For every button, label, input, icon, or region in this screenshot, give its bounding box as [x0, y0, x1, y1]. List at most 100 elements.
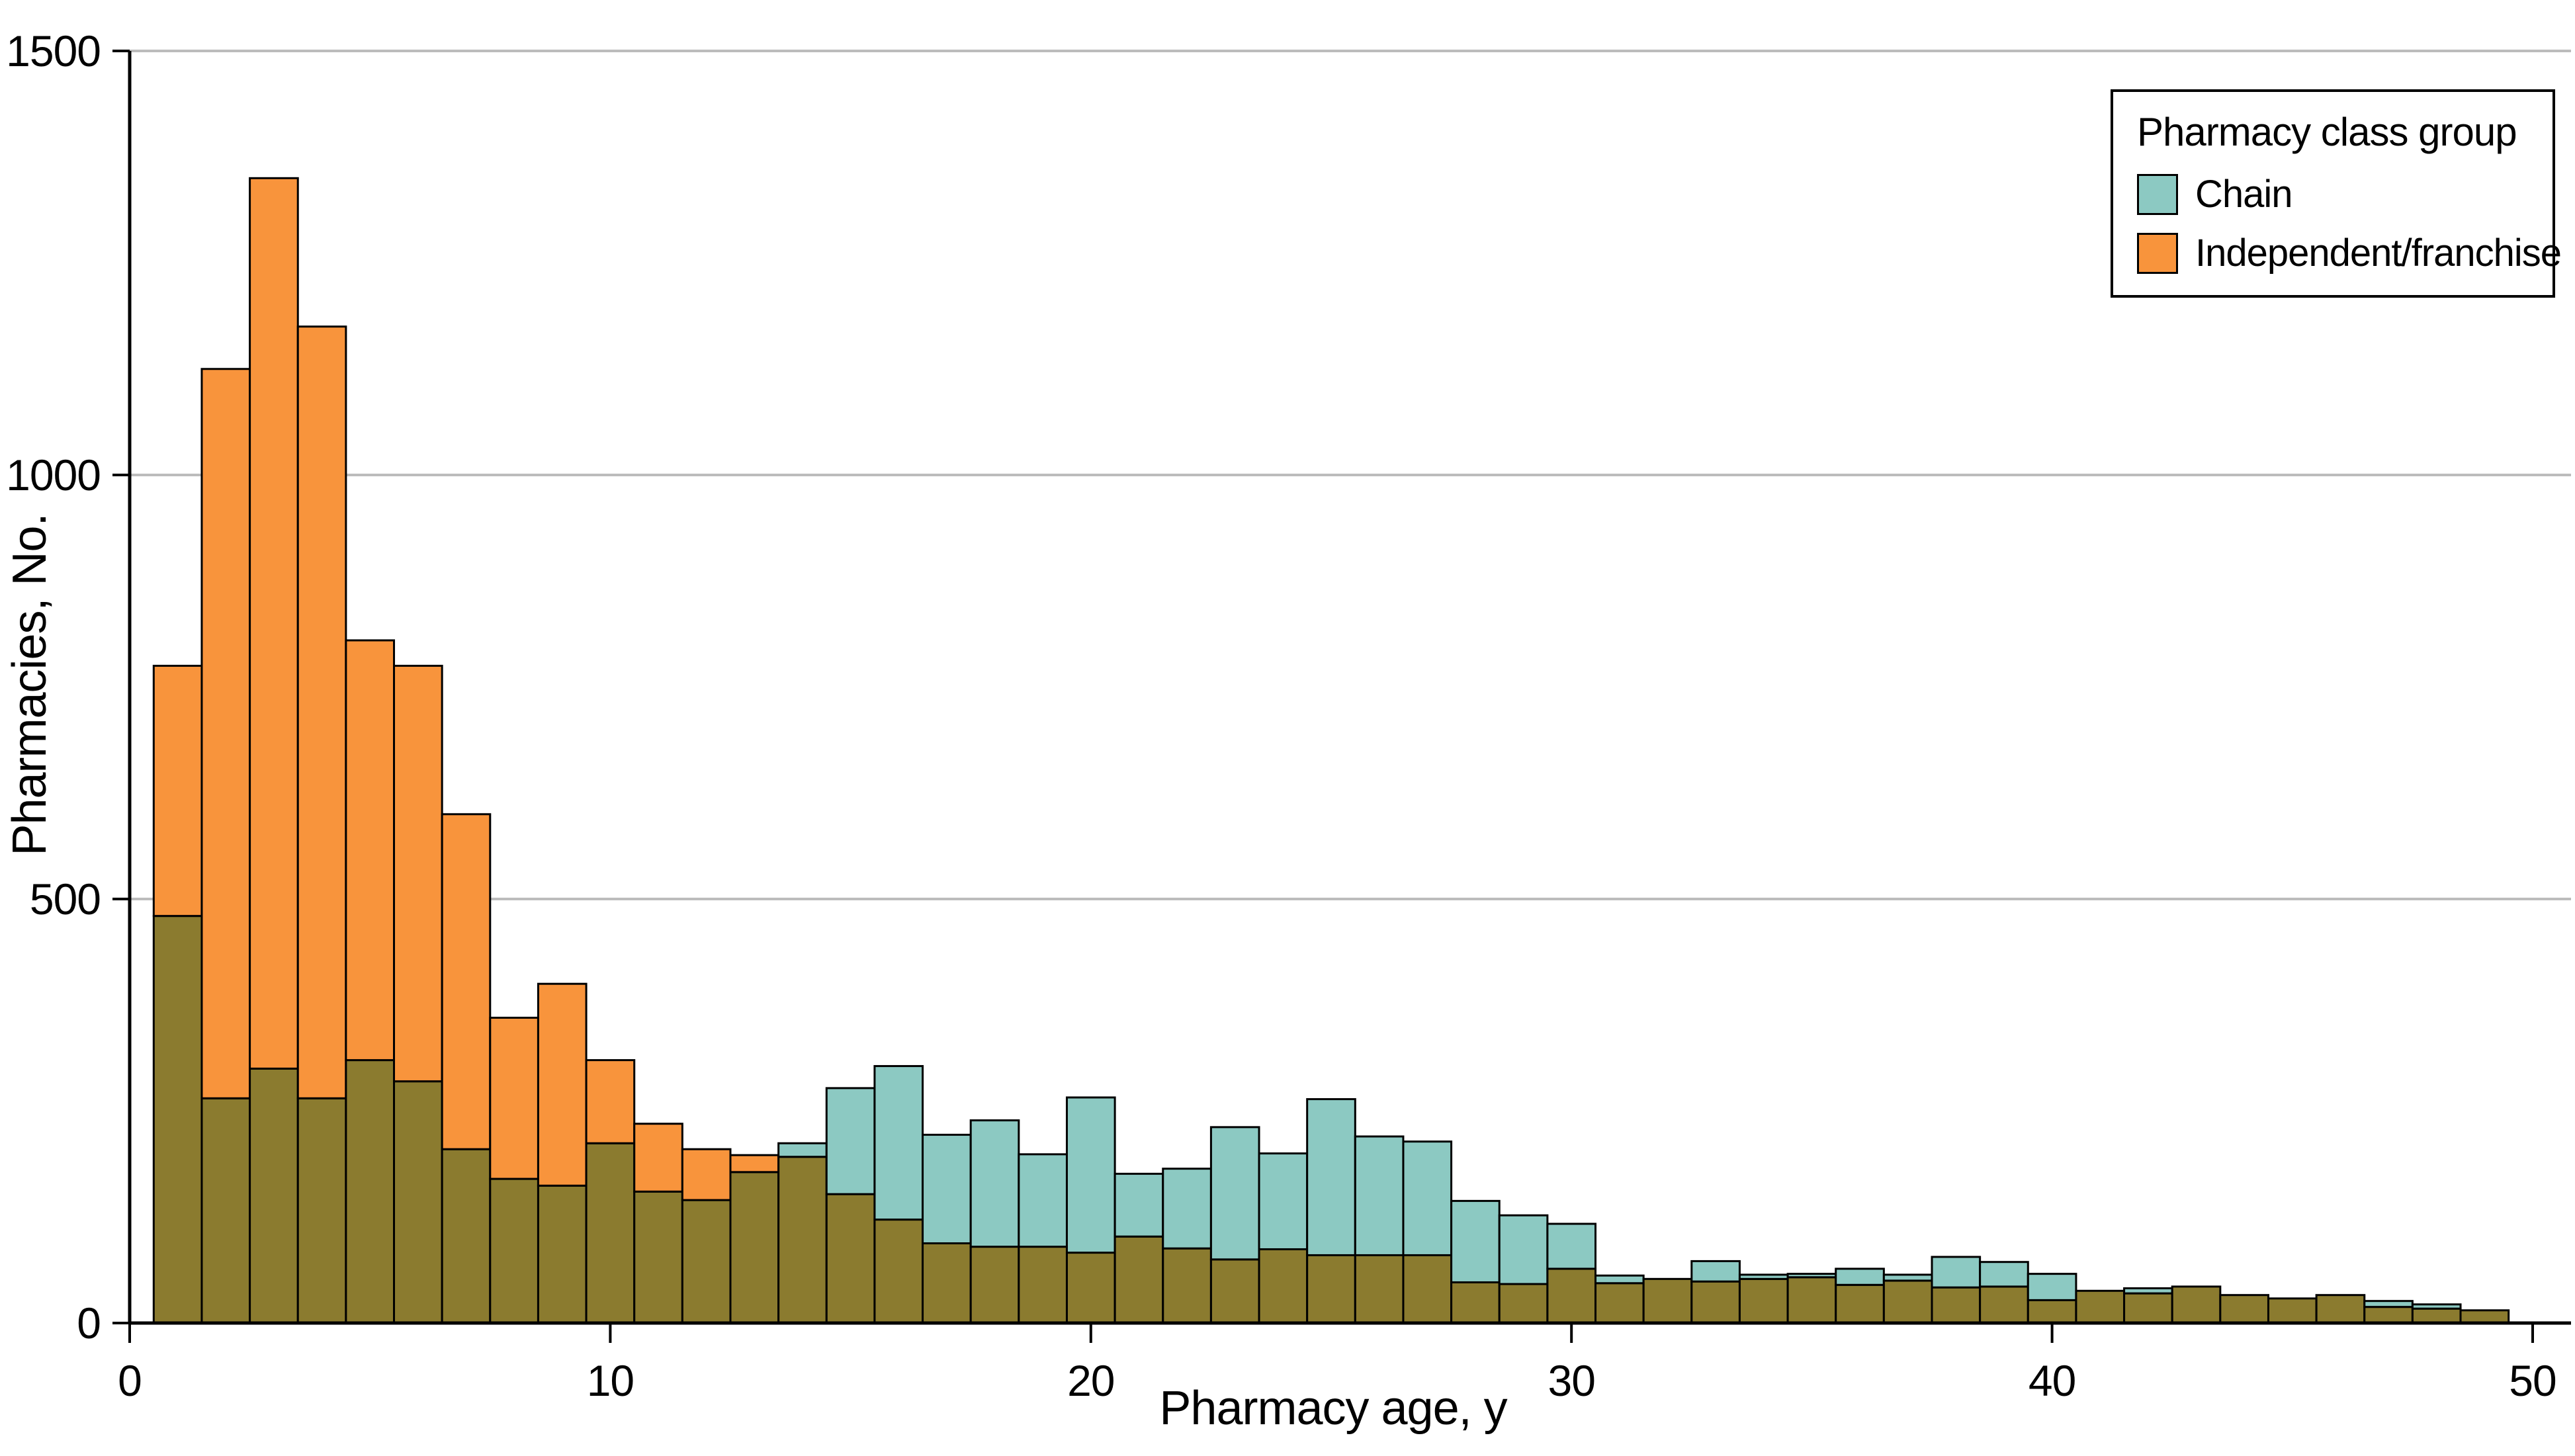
legend-swatch-chain-icon [2137, 173, 2178, 215]
y-tick-label-1000: 1000 [6, 450, 101, 499]
bar-cap-age-19 [1018, 1153, 1068, 1248]
bar-overlap-age-6 [393, 1080, 443, 1324]
bar-cap-age-42 [2123, 1287, 2173, 1295]
bar-overlap-age-10 [585, 1142, 636, 1324]
bar-overlap-age-14 [777, 1156, 828, 1324]
bar-cap-age-1 [152, 664, 203, 918]
bar-cap-age-25 [1306, 1098, 1356, 1256]
bar-overlap-age-23 [1209, 1258, 1260, 1324]
legend-box: Pharmacy class group Chain Independent/f… [2111, 89, 2562, 298]
bar-overlap-age-43 [2171, 1285, 2222, 1324]
bar-cap-age-26 [1354, 1135, 1405, 1256]
bar-overlap-age-30 [1546, 1267, 1597, 1324]
legend-entry-chain: Chain [2137, 172, 2533, 216]
bar-overlap-age-27 [1402, 1254, 1453, 1324]
x-tick-label-40: 40 [2029, 1356, 2075, 1405]
bar-overlap-age-49 [2459, 1309, 2510, 1324]
x-axis-title: Pharmacy age, y [1159, 1382, 1507, 1435]
legend-label-independent: Independent/franchise [2195, 232, 2562, 275]
bar-cap-age-22 [1162, 1168, 1212, 1250]
bar-overlap-age-39 [1979, 1285, 2029, 1324]
bar-overlap-age-7 [441, 1148, 492, 1324]
bar-overlap-age-18 [969, 1246, 1020, 1324]
bar-overlap-age-1 [152, 915, 203, 1324]
bar-cap-age-7 [441, 813, 492, 1150]
bar-cap-age-5 [345, 639, 396, 1062]
x-tick-label-10: 10 [587, 1356, 634, 1405]
bar-overlap-age-8 [489, 1178, 539, 1324]
bar-cap-age-31 [1594, 1274, 1645, 1285]
x-tick-label-20: 20 [1067, 1356, 1114, 1405]
bar-overlap-age-40 [2027, 1299, 2077, 1324]
bar-overlap-age-24 [1258, 1248, 1309, 1324]
bar-cap-age-38 [1931, 1256, 1982, 1289]
bar-overlap-age-38 [1931, 1286, 1982, 1324]
legend-label-chain: Chain [2195, 173, 2293, 216]
bar-overlap-age-5 [345, 1059, 396, 1324]
bar-overlap-age-13 [729, 1171, 780, 1324]
y-axis-title: Pharmacies, No. [3, 513, 56, 856]
bar-cap-age-39 [1979, 1261, 2029, 1288]
y-tick-label-500: 500 [30, 875, 101, 923]
bar-cap-age-28 [1450, 1199, 1501, 1283]
bar-cap-age-33 [1690, 1260, 1741, 1283]
bar-cap-age-29 [1498, 1214, 1549, 1285]
bar-overlap-age-3 [249, 1067, 299, 1324]
bar-overlap-age-19 [1018, 1246, 1068, 1324]
legend-title: Pharmacy class group [2137, 110, 2517, 154]
bar-cap-age-14 [777, 1142, 828, 1158]
x-tick-label-30: 30 [1548, 1356, 1594, 1405]
bar-cap-age-34 [1738, 1273, 1789, 1280]
x-tick-label-0: 0 [118, 1356, 142, 1405]
bar-overlap-age-32 [1642, 1277, 1693, 1324]
bar-overlap-age-21 [1113, 1235, 1164, 1324]
bar-overlap-age-2 [200, 1097, 251, 1324]
bar-overlap-age-37 [1882, 1279, 1933, 1324]
bar-cap-age-21 [1113, 1172, 1164, 1238]
bar-overlap-age-46 [2315, 1294, 2366, 1324]
bar-cap-age-16 [873, 1065, 924, 1221]
bar-cap-age-4 [296, 325, 347, 1099]
legend-entry-independent: Independent/franchise [2137, 231, 2562, 275]
bar-overlap-age-34 [1738, 1277, 1789, 1324]
bar-cap-age-48 [2411, 1303, 2462, 1310]
bar-cap-age-18 [969, 1119, 1020, 1248]
bar-overlap-age-33 [1690, 1280, 1741, 1324]
bar-cap-age-24 [1258, 1152, 1309, 1250]
y-tick-label-0: 0 [77, 1299, 101, 1348]
bar-cap-age-36 [1835, 1267, 1885, 1286]
y-tick-label-1500: 1500 [6, 26, 101, 75]
bar-overlap-age-48 [2411, 1307, 2462, 1324]
bar-cap-age-23 [1209, 1126, 1260, 1261]
bar-overlap-age-11 [633, 1190, 683, 1324]
bar-cap-age-10 [585, 1059, 636, 1144]
x-tick-label-50: 50 [2509, 1356, 2556, 1405]
bar-cap-age-17 [922, 1133, 972, 1244]
bar-overlap-age-4 [296, 1097, 347, 1324]
bar-cap-age-47 [2363, 1300, 2414, 1308]
bar-overlap-age-41 [2075, 1289, 2126, 1324]
bar-overlap-age-28 [1450, 1281, 1501, 1324]
bar-cap-age-2 [200, 368, 251, 1099]
bar-overlap-age-15 [825, 1193, 876, 1324]
bar-cap-age-15 [825, 1087, 876, 1195]
bar-cap-age-37 [1882, 1273, 1933, 1282]
bar-overlap-age-29 [1498, 1283, 1549, 1324]
bar-overlap-age-17 [922, 1242, 972, 1324]
bar-overlap-age-47 [2363, 1306, 2414, 1324]
bar-overlap-age-45 [2267, 1297, 2318, 1324]
bar-overlap-age-31 [1594, 1282, 1645, 1324]
bar-overlap-age-35 [1786, 1276, 1837, 1324]
legend-swatch-independent-icon [2137, 232, 2178, 274]
bar-cap-age-6 [393, 664, 443, 1083]
bar-overlap-age-26 [1354, 1254, 1405, 1324]
bar-overlap-age-20 [1065, 1252, 1116, 1324]
bar-cap-age-27 [1402, 1140, 1453, 1256]
bar-cap-age-9 [537, 982, 588, 1187]
bar-cap-age-30 [1546, 1222, 1597, 1270]
bar-cap-age-40 [2027, 1273, 2077, 1301]
bar-cap-age-3 [249, 177, 299, 1070]
bar-overlap-age-16 [873, 1219, 924, 1324]
